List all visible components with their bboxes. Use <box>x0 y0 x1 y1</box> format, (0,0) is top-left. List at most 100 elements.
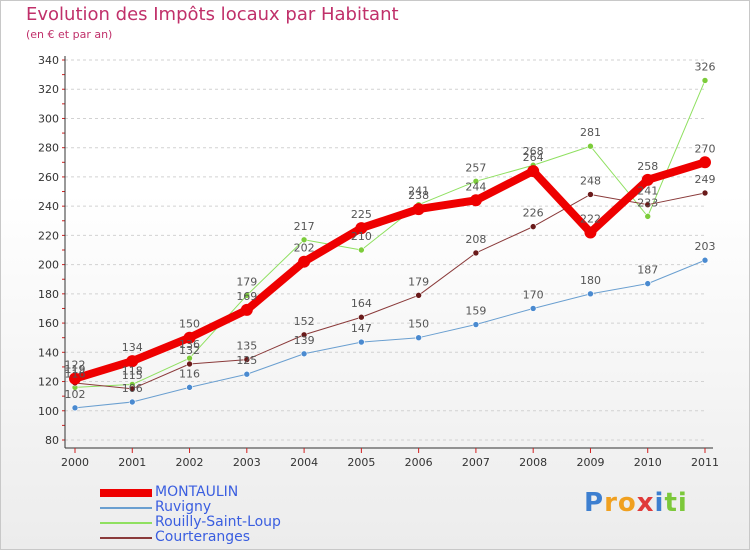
logo-letter: t <box>664 488 678 518</box>
data-point <box>128 398 136 406</box>
data-label: 210 <box>351 230 372 243</box>
data-label: 152 <box>294 315 315 328</box>
data-label: 164 <box>351 297 372 310</box>
data-point <box>415 334 422 341</box>
data-point <box>701 77 709 84</box>
legend: MONTAULIN Ruvigny Rouilly-Saint-Loup Courte… <box>100 484 400 545</box>
data-label: 115 <box>122 369 143 382</box>
data-label: 132 <box>179 344 200 357</box>
data-label: 248 <box>580 174 601 187</box>
y-tick-label: 320 <box>38 83 59 96</box>
data-label: 244 <box>465 180 486 193</box>
data-point <box>300 331 308 339</box>
data-point <box>587 290 594 298</box>
data-point <box>243 356 251 363</box>
legend-swatch <box>100 489 152 497</box>
x-tick-label: 2003 <box>233 456 261 469</box>
data-label: 179 <box>236 275 257 288</box>
series-line <box>74 79 706 388</box>
data-label: 159 <box>465 305 486 318</box>
y-tick-label: 160 <box>38 317 59 330</box>
series-montaulin <box>69 156 711 385</box>
y-tick-label: 120 <box>38 376 59 389</box>
chart-subtitle: (en € et par an) <box>26 28 113 41</box>
data-label: 281 <box>580 126 601 139</box>
data-point <box>355 222 368 235</box>
y-tick-label: 80 <box>45 434 59 447</box>
data-point <box>240 303 253 316</box>
y-tick-label: 280 <box>38 142 59 155</box>
data-label: 238 <box>408 189 429 202</box>
data-label: 241 <box>408 185 429 198</box>
data-point <box>587 191 594 198</box>
series-line <box>71 158 709 383</box>
data-label: 118 <box>122 364 143 377</box>
y-tick-label: 200 <box>38 259 59 272</box>
data-point <box>469 194 482 207</box>
data-label: 225 <box>351 208 372 221</box>
data-label: 122 <box>65 359 86 372</box>
legend-item: Ruvigny <box>100 499 400 515</box>
logo-letter: o <box>617 488 637 518</box>
legend-swatch <box>100 537 152 539</box>
data-label: 102 <box>65 388 86 401</box>
data-point <box>186 360 193 368</box>
data-label: 119 <box>65 363 86 376</box>
data-point <box>358 313 365 321</box>
data-point <box>412 203 425 216</box>
data-point <box>587 142 594 150</box>
data-point <box>126 355 139 368</box>
y-tick-label: 340 <box>38 54 59 67</box>
data-point <box>71 404 79 412</box>
data-point <box>128 385 136 393</box>
data-label: 135 <box>236 340 257 353</box>
data-point <box>584 226 597 239</box>
logo-letter: i <box>654 488 665 518</box>
legend-label: MONTAULIN <box>155 484 239 500</box>
data-point <box>358 246 365 254</box>
data-point <box>529 223 537 230</box>
data-point <box>415 292 422 299</box>
data-point <box>243 292 251 299</box>
data-point <box>186 384 193 391</box>
series-ruvigny <box>71 256 709 412</box>
legend-item: MONTAULIN <box>100 484 400 500</box>
data-label: 326 <box>695 60 716 73</box>
series-line <box>74 192 706 390</box>
x-tick-label: 2001 <box>118 456 146 469</box>
y-tick-label: 100 <box>38 405 59 418</box>
data-point <box>472 321 480 328</box>
data-label: 179 <box>408 275 429 288</box>
y-tick-label: 180 <box>38 288 59 301</box>
data-point <box>529 305 537 312</box>
legend-label: Ruvigny <box>155 499 212 515</box>
data-label: 270 <box>695 142 716 155</box>
legend-swatch <box>100 507 152 509</box>
data-label: 258 <box>637 160 658 173</box>
data-point <box>472 178 480 185</box>
x-tick-label: 2010 <box>634 456 662 469</box>
data-label: 116 <box>65 367 86 380</box>
data-label: 217 <box>294 220 315 233</box>
data-point <box>701 256 709 264</box>
series-line <box>74 259 706 409</box>
legend-item: Rouilly-Saint-Loup <box>100 514 400 530</box>
data-label: 241 <box>637 185 658 198</box>
data-label: 208 <box>465 233 486 246</box>
data-point <box>644 201 652 208</box>
data-point <box>644 280 652 287</box>
data-label: 147 <box>351 322 372 335</box>
data-label: 226 <box>523 207 544 220</box>
data-label: 150 <box>179 318 200 331</box>
data-point <box>69 372 81 385</box>
data-label: 203 <box>695 240 716 253</box>
data-point <box>243 370 251 378</box>
data-point <box>300 236 308 244</box>
y-tick-label: 260 <box>38 171 59 184</box>
data-point <box>644 213 652 220</box>
data-label: 150 <box>408 318 429 331</box>
y-tick-label: 220 <box>38 229 59 242</box>
x-tick-label: 2002 <box>176 456 204 469</box>
data-label: 180 <box>580 274 601 287</box>
data-label: 264 <box>523 151 544 164</box>
